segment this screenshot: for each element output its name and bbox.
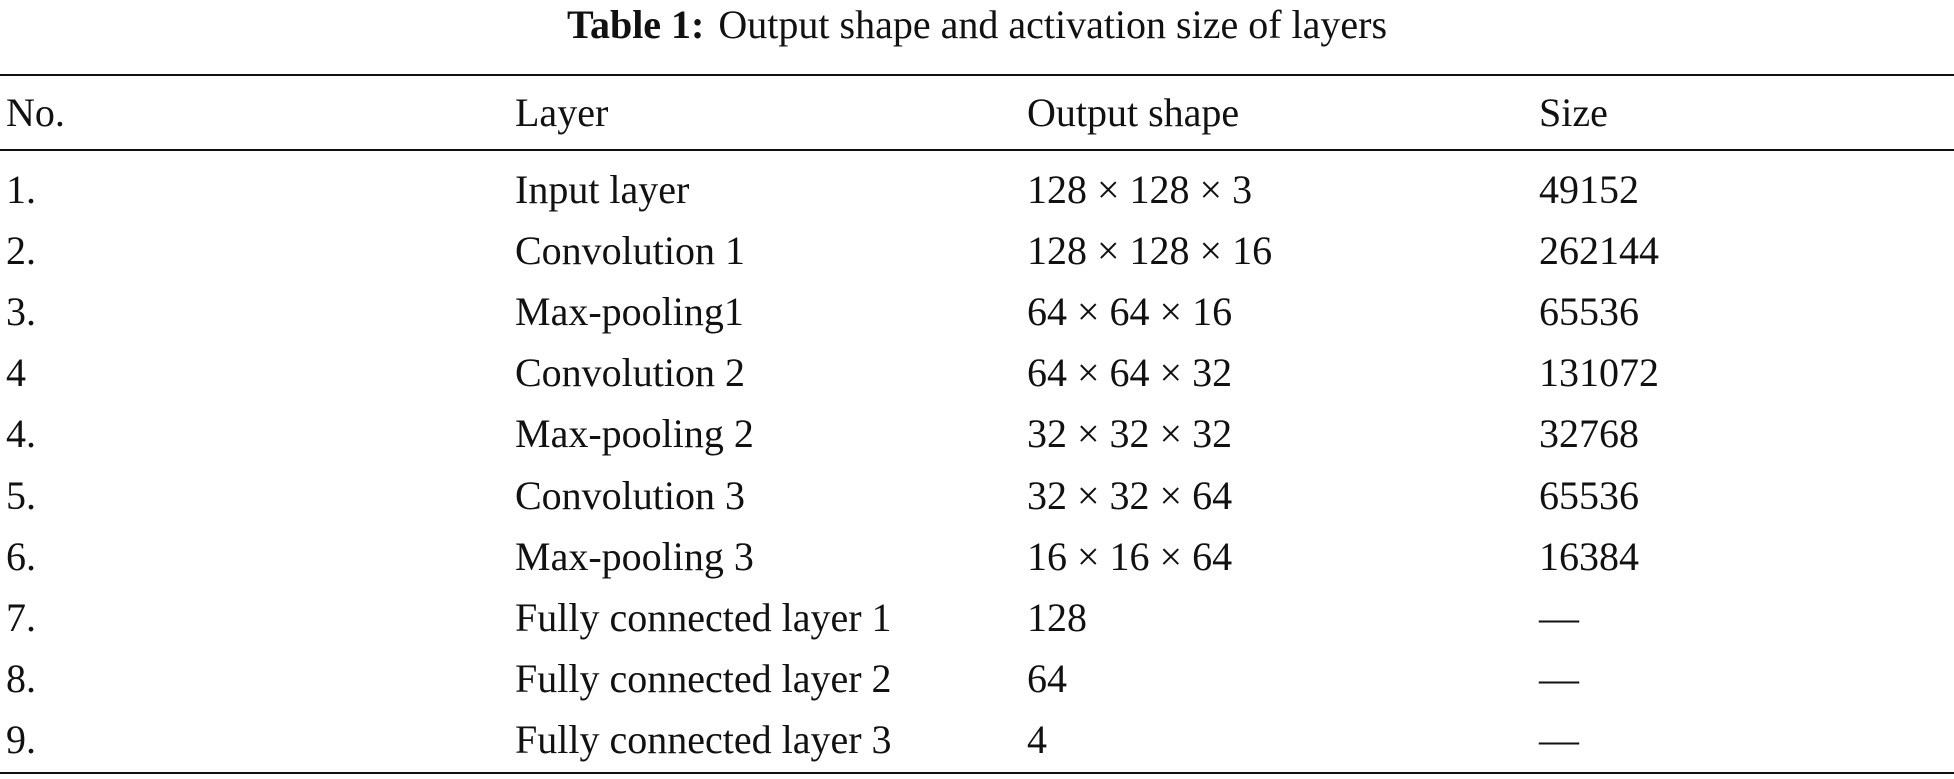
table-cell: 32 × 32 × 64 bbox=[1027, 472, 1233, 518]
table-cell: 64 bbox=[1027, 655, 1067, 701]
table-cell: Fully connected layer 2 bbox=[515, 655, 892, 701]
table-cell: 128 × 128 × 16 bbox=[1027, 228, 1273, 274]
table-cell: 4 bbox=[1027, 716, 1047, 762]
header-cell: No. bbox=[6, 90, 65, 135]
table-cell: 32 × 32 × 32 bbox=[1027, 411, 1233, 457]
table-cell: 65536 bbox=[1539, 289, 1639, 335]
table-cell: 128 × 128 × 3 bbox=[1027, 167, 1253, 212]
table-cell: 64 × 64 × 16 bbox=[1027, 289, 1233, 335]
bottom-rule bbox=[0, 772, 1954, 774]
table-caption: Table 1: Output shape and activation size… bbox=[0, 0, 1954, 50]
table-cell: 128 bbox=[1027, 594, 1087, 640]
table-cell: Fully connected layer 1 bbox=[515, 594, 892, 640]
table-cell: — bbox=[1539, 716, 1579, 762]
table-cell: Max-pooling 2 bbox=[515, 411, 754, 457]
table-cell: 9. bbox=[6, 716, 36, 762]
table-cell: — bbox=[1539, 655, 1579, 701]
table-cell: Convolution 2 bbox=[515, 350, 746, 396]
top-rule bbox=[0, 74, 1954, 76]
table-cell: 4. bbox=[6, 411, 36, 457]
table-cell: 4 bbox=[6, 350, 26, 396]
table-cell: Convolution 1 bbox=[515, 228, 746, 274]
table-cell: 64 × 64 × 32 bbox=[1027, 350, 1233, 396]
table-cell: 131072 bbox=[1539, 350, 1659, 396]
table-cell: 6. bbox=[6, 533, 36, 579]
table-cell: Fully connected layer 3 bbox=[515, 716, 892, 762]
table-cell: Max-pooling 3 bbox=[515, 533, 754, 579]
table-cell: Max-pooling1 bbox=[515, 289, 744, 335]
table-cell: 3. bbox=[6, 289, 36, 335]
table-cell: 262144 bbox=[1539, 228, 1659, 274]
table-cell: 8. bbox=[6, 655, 36, 701]
caption-label: Table 1: bbox=[566, 2, 705, 47]
table-cell: 5. bbox=[6, 472, 36, 518]
header-cell: Layer bbox=[515, 90, 609, 135]
table-cell: — bbox=[1539, 594, 1579, 640]
table-cell: 16 × 16 × 64 bbox=[1027, 533, 1233, 579]
table-cell: 1. bbox=[6, 167, 36, 212]
header-rule bbox=[0, 149, 1954, 151]
header-cell: Output shape bbox=[1027, 90, 1240, 135]
table-cell: 49152 bbox=[1539, 167, 1639, 212]
table-cell: Convolution 3 bbox=[515, 472, 746, 518]
table-cell: 65536 bbox=[1539, 472, 1639, 518]
table-cell: 2. bbox=[6, 228, 36, 274]
table-cell: 32768 bbox=[1539, 411, 1639, 457]
table-cell: 7. bbox=[6, 594, 36, 640]
table-cell: 16384 bbox=[1539, 533, 1639, 579]
table-cell: Input layer bbox=[515, 167, 690, 212]
header-cell: Size bbox=[1539, 90, 1608, 135]
caption-text: Output shape and activation size of laye… bbox=[718, 2, 1388, 47]
